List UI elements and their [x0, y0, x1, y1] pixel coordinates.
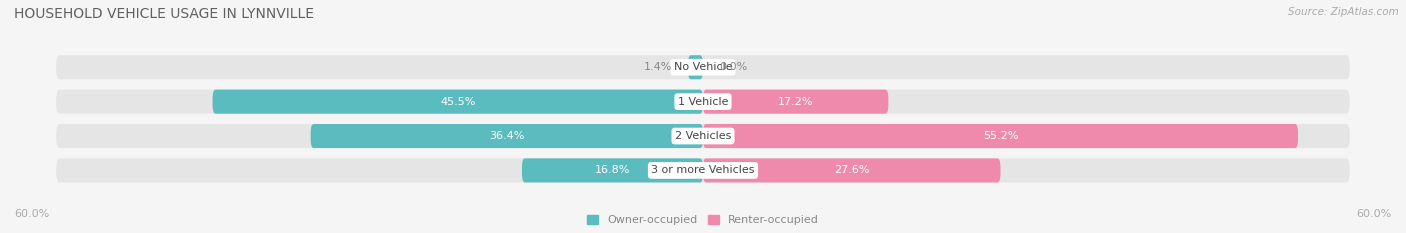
FancyBboxPatch shape [212, 90, 703, 114]
FancyBboxPatch shape [56, 124, 1350, 148]
Text: 45.5%: 45.5% [440, 97, 475, 107]
FancyBboxPatch shape [522, 158, 703, 182]
Text: 27.6%: 27.6% [834, 165, 869, 175]
Text: 60.0%: 60.0% [14, 209, 49, 219]
Text: 60.0%: 60.0% [1357, 209, 1392, 219]
FancyBboxPatch shape [311, 124, 703, 148]
FancyBboxPatch shape [688, 55, 703, 79]
Text: 16.8%: 16.8% [595, 165, 630, 175]
FancyBboxPatch shape [703, 124, 1298, 148]
Text: 1 Vehicle: 1 Vehicle [678, 97, 728, 107]
FancyBboxPatch shape [56, 55, 1350, 79]
FancyBboxPatch shape [56, 158, 1350, 182]
Text: HOUSEHOLD VEHICLE USAGE IN LYNNVILLE: HOUSEHOLD VEHICLE USAGE IN LYNNVILLE [14, 7, 314, 21]
FancyBboxPatch shape [703, 158, 1001, 182]
Text: 3 or more Vehicles: 3 or more Vehicles [651, 165, 755, 175]
Legend: Owner-occupied, Renter-occupied: Owner-occupied, Renter-occupied [586, 215, 820, 225]
Text: 36.4%: 36.4% [489, 131, 524, 141]
Text: 17.2%: 17.2% [778, 97, 814, 107]
Text: 2 Vehicles: 2 Vehicles [675, 131, 731, 141]
FancyBboxPatch shape [56, 90, 1350, 114]
Text: No Vehicle: No Vehicle [673, 62, 733, 72]
Text: 55.2%: 55.2% [983, 131, 1018, 141]
Text: Source: ZipAtlas.com: Source: ZipAtlas.com [1288, 7, 1399, 17]
Text: 1.4%: 1.4% [644, 62, 672, 72]
FancyBboxPatch shape [703, 90, 889, 114]
Text: 0.0%: 0.0% [720, 62, 748, 72]
